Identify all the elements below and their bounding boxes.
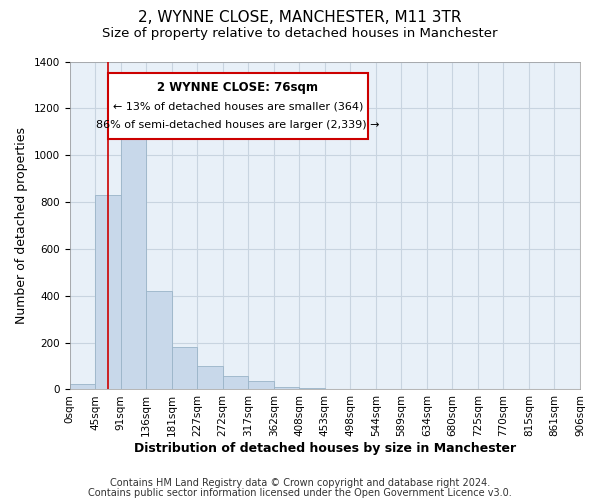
FancyBboxPatch shape bbox=[108, 73, 368, 138]
Bar bbox=[274, 387, 299, 390]
Bar bbox=[197, 366, 223, 390]
Text: 2, WYNNE CLOSE, MANCHESTER, M11 3TR: 2, WYNNE CLOSE, MANCHESTER, M11 3TR bbox=[138, 10, 462, 25]
X-axis label: Distribution of detached houses by size in Manchester: Distribution of detached houses by size … bbox=[134, 442, 516, 455]
Text: Size of property relative to detached houses in Manchester: Size of property relative to detached ho… bbox=[102, 28, 498, 40]
Bar bbox=[121, 138, 146, 390]
Text: ← 13% of detached houses are smaller (364): ← 13% of detached houses are smaller (36… bbox=[113, 102, 363, 112]
Text: 86% of semi-detached houses are larger (2,339) →: 86% of semi-detached houses are larger (… bbox=[96, 120, 380, 130]
Bar bbox=[248, 382, 274, 390]
Text: 2 WYNNE CLOSE: 76sqm: 2 WYNNE CLOSE: 76sqm bbox=[157, 81, 319, 94]
Bar bbox=[172, 348, 197, 390]
Bar bbox=[70, 384, 95, 390]
Text: Contains public sector information licensed under the Open Government Licence v3: Contains public sector information licen… bbox=[88, 488, 512, 498]
Text: Contains HM Land Registry data © Crown copyright and database right 2024.: Contains HM Land Registry data © Crown c… bbox=[110, 478, 490, 488]
Bar bbox=[146, 291, 172, 390]
Y-axis label: Number of detached properties: Number of detached properties bbox=[15, 127, 28, 324]
Bar bbox=[223, 376, 248, 390]
Bar bbox=[95, 195, 121, 390]
Bar bbox=[299, 388, 325, 390]
